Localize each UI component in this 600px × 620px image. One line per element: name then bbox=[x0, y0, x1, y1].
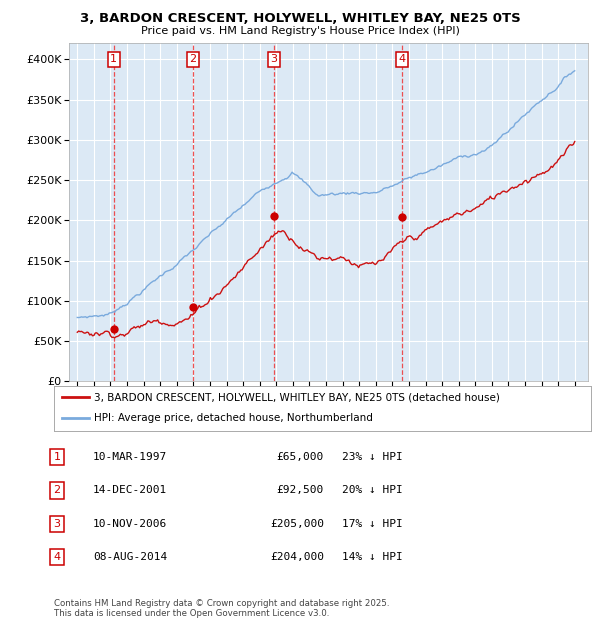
Text: 08-AUG-2014: 08-AUG-2014 bbox=[93, 552, 167, 562]
Text: 2: 2 bbox=[189, 55, 196, 64]
Text: £65,000: £65,000 bbox=[277, 452, 324, 462]
Text: 14% ↓ HPI: 14% ↓ HPI bbox=[342, 552, 403, 562]
Text: 23% ↓ HPI: 23% ↓ HPI bbox=[342, 452, 403, 462]
Text: 14-DEC-2001: 14-DEC-2001 bbox=[93, 485, 167, 495]
Text: 3, BARDON CRESCENT, HOLYWELL, WHITLEY BAY, NE25 0TS: 3, BARDON CRESCENT, HOLYWELL, WHITLEY BA… bbox=[80, 12, 520, 25]
Text: 2: 2 bbox=[53, 485, 61, 495]
Text: 3, BARDON CRESCENT, HOLYWELL, WHITLEY BAY, NE25 0TS (detached house): 3, BARDON CRESCENT, HOLYWELL, WHITLEY BA… bbox=[94, 392, 500, 402]
Text: 10-MAR-1997: 10-MAR-1997 bbox=[93, 452, 167, 462]
Text: HPI: Average price, detached house, Northumberland: HPI: Average price, detached house, Nort… bbox=[94, 414, 373, 423]
Text: 3: 3 bbox=[53, 519, 61, 529]
Text: Price paid vs. HM Land Registry's House Price Index (HPI): Price paid vs. HM Land Registry's House … bbox=[140, 26, 460, 36]
Text: 1: 1 bbox=[110, 55, 117, 64]
Text: 4: 4 bbox=[53, 552, 61, 562]
Text: 17% ↓ HPI: 17% ↓ HPI bbox=[342, 519, 403, 529]
Text: 20% ↓ HPI: 20% ↓ HPI bbox=[342, 485, 403, 495]
Text: 10-NOV-2006: 10-NOV-2006 bbox=[93, 519, 167, 529]
Text: £204,000: £204,000 bbox=[270, 552, 324, 562]
Text: 4: 4 bbox=[399, 55, 406, 64]
Text: Contains HM Land Registry data © Crown copyright and database right 2025.
This d: Contains HM Land Registry data © Crown c… bbox=[54, 599, 389, 618]
Text: £205,000: £205,000 bbox=[270, 519, 324, 529]
Text: 1: 1 bbox=[53, 452, 61, 462]
Text: 3: 3 bbox=[271, 55, 277, 64]
Text: £92,500: £92,500 bbox=[277, 485, 324, 495]
